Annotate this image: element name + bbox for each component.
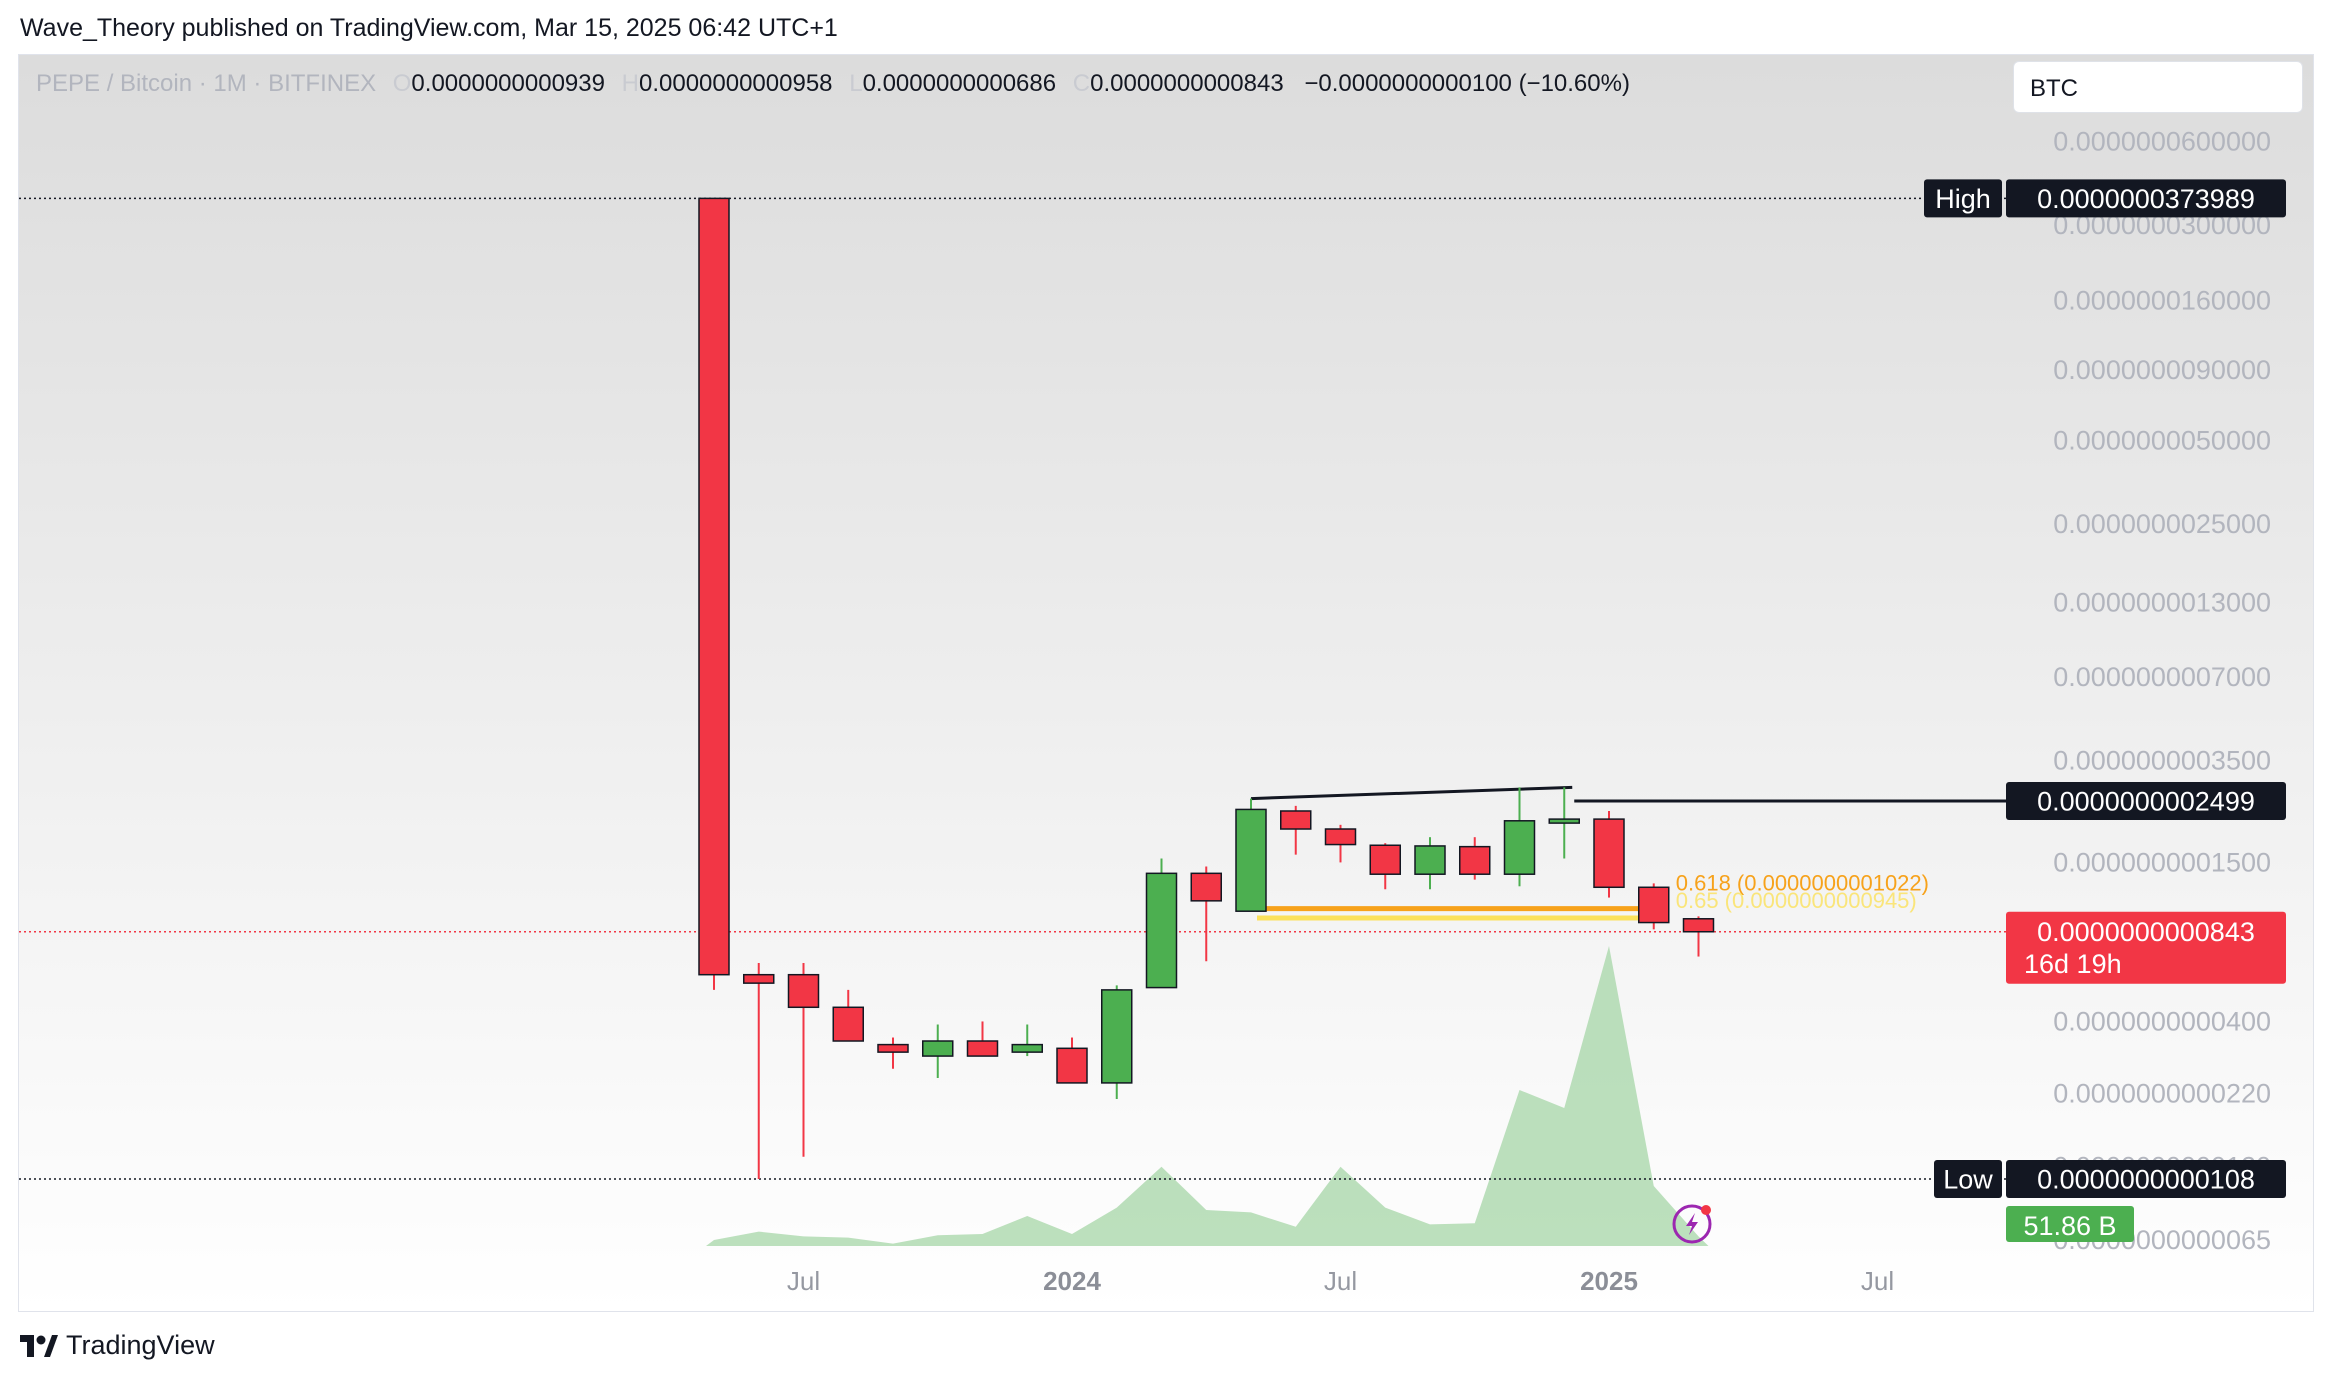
candle-body: [966, 1040, 999, 1057]
chart-background: [19, 55, 2313, 1311]
high-label: H: [621, 70, 639, 97]
candle-body: [1682, 918, 1715, 933]
volume-layer: [706, 946, 1709, 1246]
volume-badge: 51.86 B: [2023, 1211, 2116, 1241]
candle-body: [1145, 872, 1178, 989]
low-value: 0.0000000000686: [862, 70, 1057, 97]
candle-body: [1011, 1043, 1043, 1053]
close-label: C: [1072, 70, 1091, 97]
price-tick-label: 0.0000000003500: [2053, 745, 2271, 775]
low-value-tag: 0.0000000000108: [2037, 1164, 2255, 1194]
price-tick-label: 0.0000000090000: [2053, 355, 2271, 385]
candle-body: [1190, 872, 1222, 902]
candle-body: [1503, 820, 1536, 875]
high-value-tag-bg: [2006, 179, 2286, 218]
candle-body: [1369, 844, 1401, 875]
symbol-label[interactable]: PEPE / Bitcoin · 1M · BITFINEX: [36, 70, 377, 97]
candle-body: [1548, 818, 1580, 824]
resistance-value-tag: 0.0000000002499: [2037, 786, 2255, 816]
publisher-line: Wave_Theory published on TradingView.com…: [20, 14, 838, 42]
low-tag: Low: [1943, 1164, 1993, 1194]
countdown-label: 16d 19h: [2024, 949, 2122, 979]
candle-body: [1280, 810, 1312, 830]
price-tick-label: 0.0000000050000: [2053, 425, 2271, 455]
high-value-tag: 0.0000000373989: [2037, 184, 2255, 214]
price-tick-label: 0.0000000013000: [2053, 588, 2271, 618]
time-tick-label: 2024: [1043, 1266, 1101, 1296]
time-tick-label: Jul: [1861, 1266, 1894, 1296]
volume-badge-bg: [2006, 1206, 2134, 1242]
low-tag-bg: [1934, 1160, 2002, 1198]
candle-body: [1235, 808, 1267, 912]
candle-body: [1101, 989, 1133, 1084]
open-value: 0.0000000000939: [411, 70, 605, 97]
lightning-icon[interactable]: [1672, 1204, 1712, 1244]
candle-body: [698, 197, 730, 976]
price-tick-label: 0.0000000000220: [2053, 1078, 2271, 1108]
tradingview-logo[interactable]: TradingView: [20, 1330, 215, 1361]
levels-layer: 0.618 (0.0000000001022)0.65 (0.000000000…: [19, 197, 2010, 1180]
candle-body: [922, 1040, 954, 1057]
candle-body: [1459, 845, 1491, 875]
time-axis: Jul 2024 Jul 2025 Jul: [787, 1266, 1894, 1296]
high-tag: High: [1935, 184, 1991, 214]
fib-618-label: 0.618 (0.0000000001022): [1676, 871, 1929, 896]
candle-body: [1414, 845, 1446, 875]
candle-body: [743, 973, 775, 984]
candle-body: [1638, 886, 1670, 924]
currency-selector[interactable]: BTC: [2013, 61, 2303, 113]
last-price-value: 0.0000000000843: [2037, 917, 2255, 947]
time-tick-label: Jul: [787, 1266, 820, 1296]
level-labels: High 0.0000000373989 Low 0.0000000000108 0.0…: [1924, 179, 2286, 1242]
high-tag-bg: [1924, 179, 2002, 218]
tradingview-icon: [20, 1334, 58, 1357]
candle-body: [787, 973, 820, 1009]
candle-body: [1056, 1047, 1088, 1084]
price-tick-label: 0.0000000000400: [2053, 1006, 2271, 1036]
price-tick-label: 0.0000000600000: [2053, 126, 2271, 156]
candle-body: [832, 1006, 864, 1042]
time-tick-label: 2025: [1580, 1266, 1638, 1296]
last-price-tag-bg: [2006, 911, 2286, 984]
high-value: 0.0000000000958: [638, 70, 833, 97]
low-label: L: [849, 70, 863, 97]
tradingview-wordmark: TradingView: [66, 1330, 215, 1360]
candle-body: [1324, 828, 1357, 846]
volume-area: [706, 946, 1709, 1246]
price-tick-label: 0.0000000007000: [2053, 662, 2271, 692]
price-tick-label: 0.0000000160000: [2053, 286, 2271, 316]
close-value: 0.0000000000843: [1090, 70, 1284, 97]
price-axis: 0.00000006000000.00000003000000.00000001…: [2053, 126, 2271, 1255]
open-label: O: [392, 70, 412, 97]
candle-body: [877, 1043, 909, 1053]
low-value-tag-bg: [2006, 1160, 2286, 1198]
candle-body: [1593, 818, 1625, 889]
candles-layer: [698, 197, 1715, 1179]
fib-65-label: 0.65 (0.0000000000945): [1676, 888, 1917, 913]
time-tick-label: Jul: [1324, 1266, 1357, 1296]
ohlc-legend: PEPE / Bitcoin · 1M · BITFINEX O0.000000…: [36, 70, 1630, 98]
chart-frame: [18, 54, 2314, 1312]
resistance-value-tag-bg: [2006, 782, 2286, 820]
price-tick-label: 0.0000000025000: [2053, 509, 2271, 539]
change-value: −0.0000000000100 (−10.60%): [1304, 70, 1630, 97]
price-tick-label: 0.0000000001500: [2053, 847, 2271, 877]
